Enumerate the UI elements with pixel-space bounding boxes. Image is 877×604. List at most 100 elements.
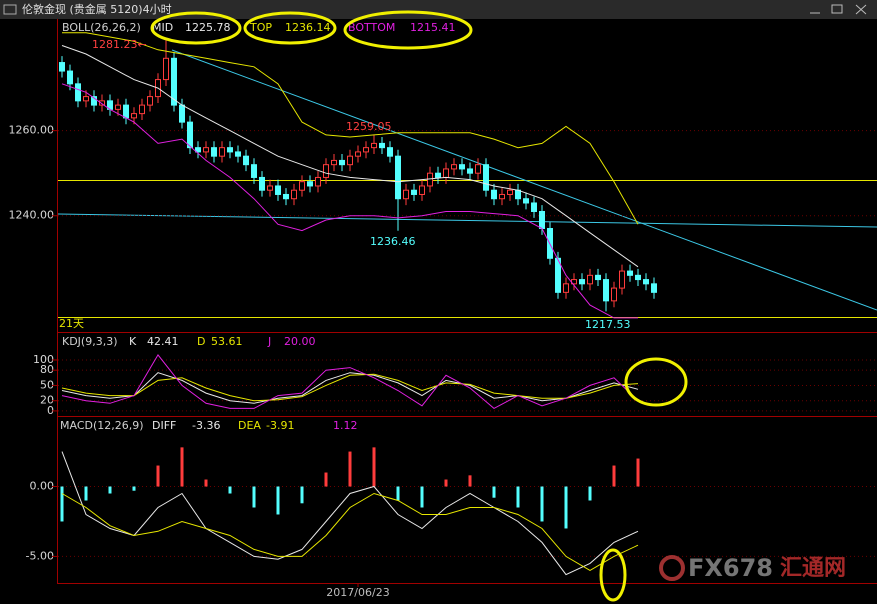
highlight-circle (624, 357, 688, 407)
candle-body (403, 189, 409, 200)
legend-reading: 42.41 (147, 335, 179, 348)
candle-body (323, 164, 329, 178)
candle-body (475, 164, 481, 174)
legend-reading: 1225.78 (185, 21, 231, 34)
histogram-bar (180, 447, 184, 487)
window-buttons[interactable] (810, 4, 867, 15)
histogram-bar (516, 486, 520, 508)
candle-body (75, 83, 81, 102)
candle-body (651, 283, 657, 293)
candle-body (619, 270, 625, 289)
histogram-bar (324, 472, 328, 487)
legend-reading: -3.36 (192, 419, 220, 432)
histogram-reading: 1.12 (333, 419, 358, 432)
y-tick-label: 0 (47, 404, 54, 417)
close-button[interactable] (855, 4, 867, 15)
legend-reading: 1215.41 (410, 21, 456, 34)
candle-body (67, 70, 73, 85)
candle-body (499, 193, 505, 200)
candle-body (611, 287, 617, 302)
candle-body (123, 104, 129, 119)
indicator-name: MACD(12,26,9) (60, 419, 144, 432)
watermark: FX678 (688, 554, 773, 582)
indicator-line (61, 451, 639, 576)
histogram-bar (444, 479, 448, 487)
histogram-bar (276, 486, 280, 515)
window-icon (3, 4, 17, 15)
low-annotation: 1236.46 (370, 235, 416, 248)
histogram-bar (108, 486, 112, 494)
watermark: 汇通网 (780, 556, 846, 581)
maximize-button[interactable] (831, 4, 843, 14)
histogram-bar (612, 465, 616, 487)
candle-body (267, 185, 273, 191)
candle-body (379, 142, 385, 149)
histogram-bar (372, 447, 376, 487)
candle-body (299, 181, 305, 191)
x-tick-label: 2017/06/23 (326, 586, 389, 599)
candle-body (83, 96, 89, 102)
candle-body (595, 274, 601, 281)
candle-body (443, 168, 449, 178)
histogram-bar (468, 475, 472, 487)
candle-body (635, 274, 641, 281)
candle-body (435, 172, 441, 178)
candle-body (515, 189, 521, 200)
candle-body (227, 147, 233, 153)
legend-name: K (129, 335, 137, 348)
histogram-bar (396, 486, 400, 501)
candle-body (315, 176, 321, 187)
candle-body (203, 147, 209, 153)
candle-body (563, 283, 569, 293)
watermark-logo (659, 555, 685, 581)
candle-body (195, 147, 201, 153)
legend-reading: 53.61 (211, 335, 243, 348)
legend-name: DEA (238, 419, 261, 432)
histogram-bar (588, 486, 592, 501)
candle-body (467, 168, 473, 174)
candle-body (179, 104, 185, 123)
indicator-line (61, 492, 639, 571)
histogram-bar (60, 486, 64, 522)
histogram-bar (132, 486, 136, 491)
indicator-line (61, 373, 639, 402)
legend-name: D (197, 335, 205, 348)
y-tick-label: 0.00 (30, 480, 55, 493)
histogram-bar (228, 486, 232, 494)
y-tick-label: 50 (40, 378, 54, 391)
trend-line (171, 49, 877, 311)
candle-body (139, 104, 145, 115)
candle-body (147, 96, 153, 106)
candle-body (459, 164, 465, 170)
candle-body (419, 185, 425, 195)
histogram-bar (636, 458, 640, 487)
highlight-circle (343, 10, 473, 50)
candle-body (347, 155, 353, 166)
y-tick-label: 80 (40, 363, 54, 376)
candle-body (291, 189, 297, 200)
candle-body (451, 164, 457, 170)
candle-body (259, 176, 265, 191)
candle-body (275, 185, 281, 195)
candle-body (395, 155, 401, 200)
candle-body (587, 274, 593, 285)
candle-body (211, 147, 217, 157)
legend-reading: -3.91 (266, 419, 294, 432)
candle-body (491, 189, 497, 200)
legend-name: J (267, 335, 271, 348)
histogram-bar (540, 486, 544, 522)
candle-body (579, 279, 585, 285)
candle-body (331, 159, 337, 166)
candle-body (643, 279, 649, 285)
candle-body (235, 151, 241, 157)
candle-body (627, 270, 633, 276)
legend-name: DIFF (152, 419, 176, 432)
candle-body (91, 96, 97, 106)
candle-body (99, 100, 105, 106)
y-tick-label: 1240.00 (9, 209, 55, 222)
candle-body (523, 198, 529, 204)
candle-body (339, 159, 345, 166)
